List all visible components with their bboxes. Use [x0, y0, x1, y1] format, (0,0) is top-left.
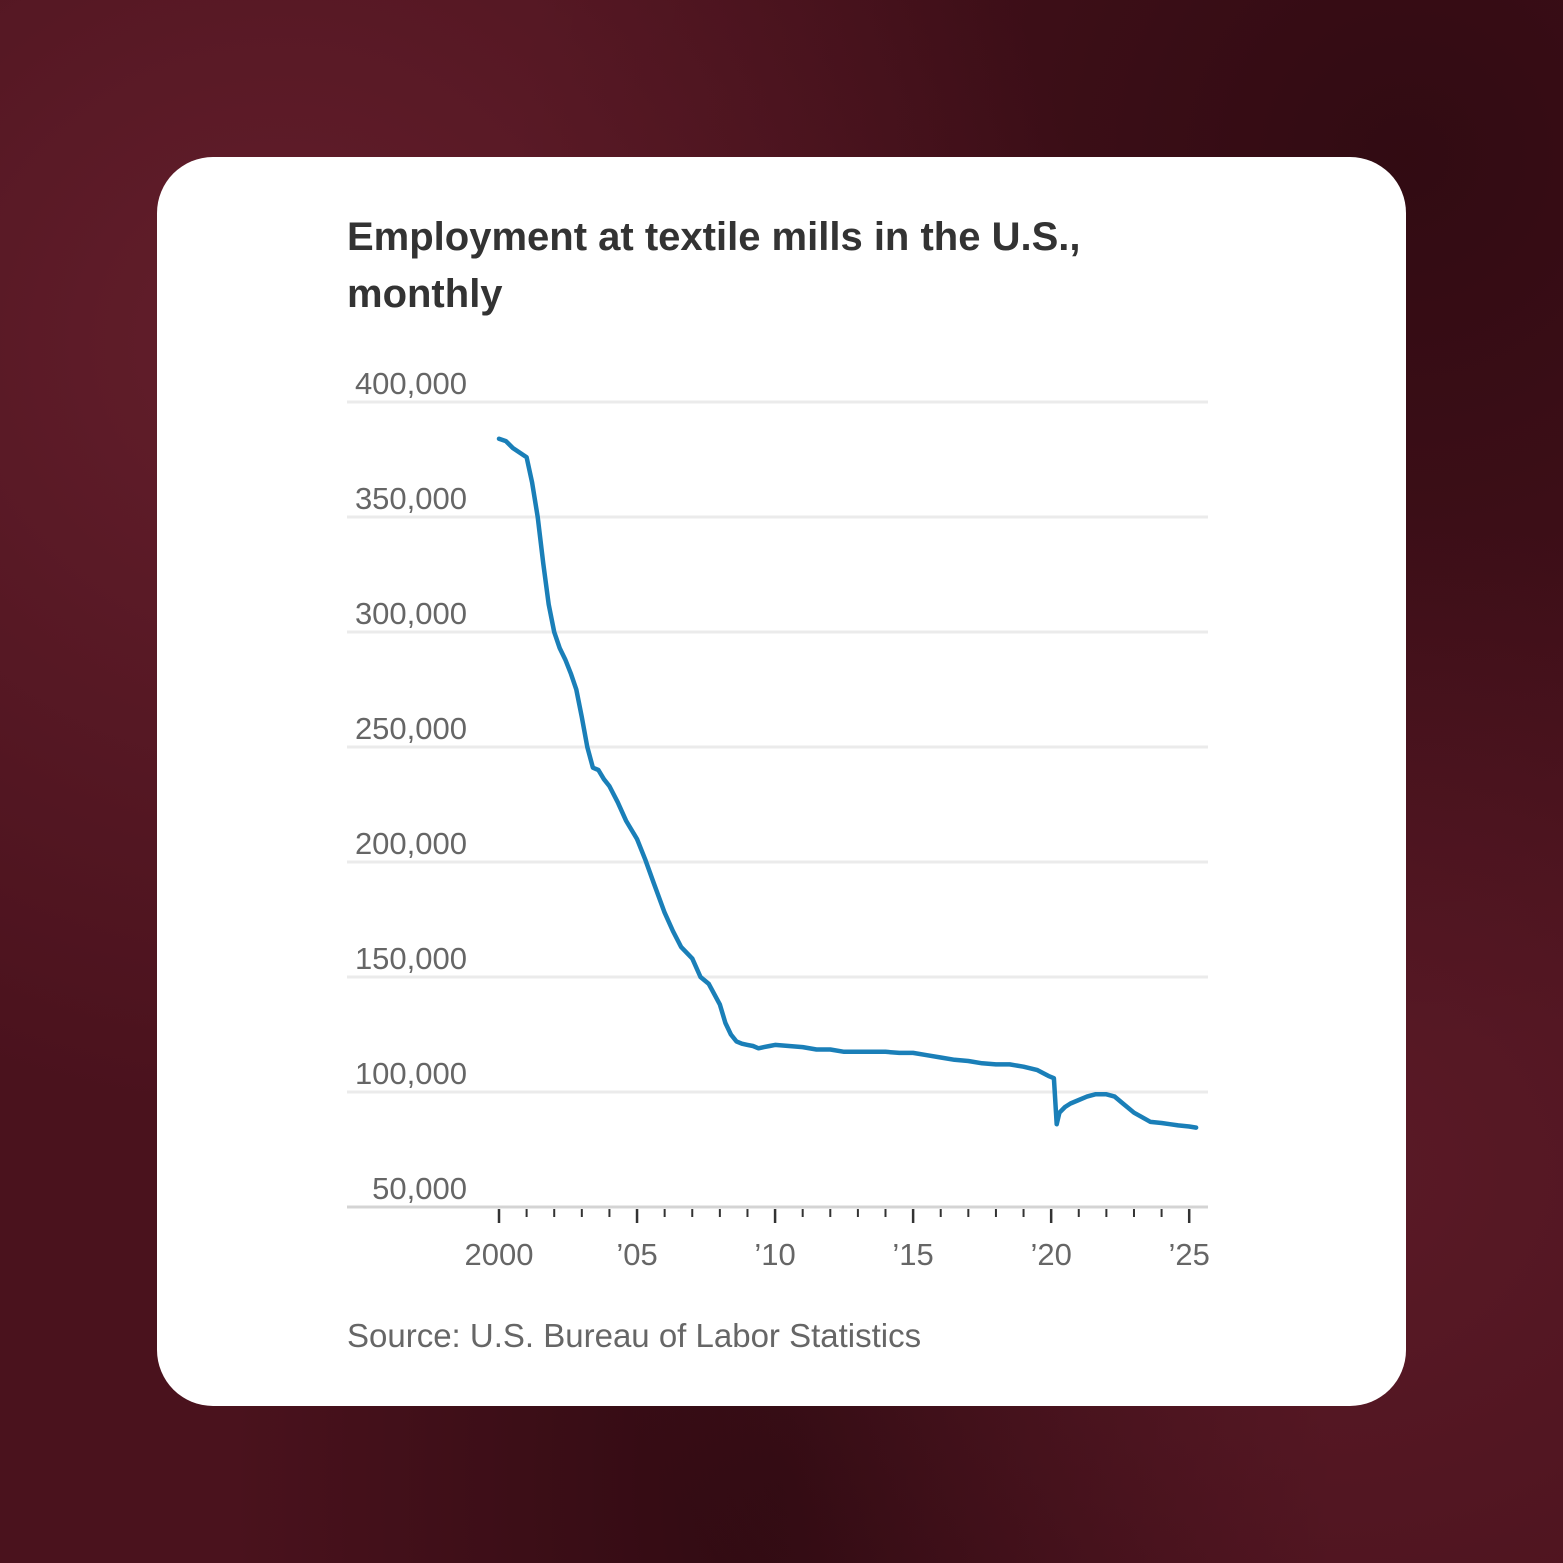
- gridlines: [347, 400, 1208, 1209]
- y-tick-label: 300,000: [355, 596, 467, 631]
- x-tick-label: 2000: [465, 1237, 534, 1272]
- x-tick-label: ’10: [754, 1237, 795, 1272]
- x-tick-label: ’15: [892, 1237, 933, 1272]
- x-tick-label: ’25: [1169, 1237, 1210, 1272]
- y-tick-label: 100,000: [355, 1056, 467, 1091]
- x-tick-label: ’20: [1030, 1237, 1071, 1272]
- y-tick-label: 150,000: [355, 941, 467, 976]
- y-tick-label: 200,000: [355, 826, 467, 861]
- y-axis-labels: 400,000 350,000 300,000 250,000 200,000 150,0…: [355, 366, 467, 1206]
- x-tick-label: ’05: [616, 1237, 657, 1272]
- y-tick-label: 50,000: [372, 1171, 467, 1206]
- y-tick-label: 350,000: [355, 481, 467, 516]
- y-tick-label: 250,000: [355, 711, 467, 746]
- series: [496, 436, 1199, 1130]
- line-chart: 400,000 350,000 300,000 250,000 200,000 150,0…: [347, 366, 1210, 1272]
- chart-title: Employment at textile mills in the U.S.,…: [347, 215, 1081, 316]
- series-line-textile-employment: [496, 436, 1199, 1130]
- x-axis: 2000 ’05 ’10 ’15 ’20 ’25: [465, 1209, 1210, 1272]
- chart-card: Employment at textile mills in the U.S.,…: [157, 157, 1406, 1406]
- y-tick-label: 400,000: [355, 366, 467, 401]
- source-note: Source: U.S. Bureau of Labor Statistics: [347, 1317, 922, 1354]
